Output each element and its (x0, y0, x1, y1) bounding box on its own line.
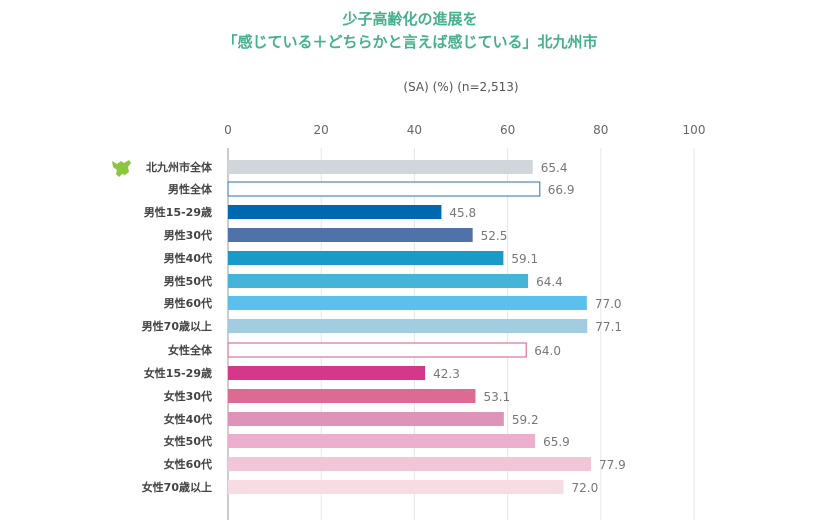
category-label: 女性70歳以上 (142, 480, 212, 494)
x-tick-label: 20 (314, 123, 329, 137)
bar (228, 205, 442, 219)
category-label: 男性60代 (164, 296, 212, 310)
category-label: 男性50代 (164, 274, 212, 288)
category-label: 女性30代 (164, 389, 212, 403)
data-label: 64.4 (536, 275, 563, 289)
x-tick-label: 40 (407, 123, 422, 137)
category-label: 女性60代 (164, 457, 212, 471)
x-tick-label: 60 (500, 123, 515, 137)
bar (228, 228, 473, 242)
data-label: 65.4 (541, 161, 568, 175)
bar (227, 181, 541, 197)
category-label: 女性50代 (164, 434, 212, 448)
title-line-1: 少子高齢化の進展を (342, 10, 478, 28)
data-label: 66.9 (548, 183, 575, 197)
data-label: 59.2 (512, 413, 539, 427)
data-label: 77.0 (595, 297, 622, 311)
chart-title: 少子高齢化の進展を 「感じている＋どちらかと言えば感じている」北九州市 (0, 8, 820, 54)
data-label: 64.0 (534, 344, 561, 358)
category-label: 男性30代 (164, 228, 212, 242)
x-tick-label: 80 (593, 123, 608, 137)
bar (228, 274, 529, 288)
bar (228, 160, 533, 174)
data-label: 45.8 (449, 206, 476, 220)
bar (228, 480, 564, 494)
data-label: 53.1 (483, 390, 510, 404)
data-label: 59.1 (511, 252, 538, 266)
title-line-2: 「感じている＋どちらかと言えば感じている」北九州市 (222, 33, 598, 51)
x-tick-label: 0 (224, 123, 232, 137)
category-label: 女性全体 (168, 343, 213, 357)
bar (228, 434, 536, 448)
bar (228, 251, 504, 265)
kitakyushu-map-icon (112, 160, 131, 177)
category-label: 女性15-29歳 (144, 366, 212, 380)
bar (227, 342, 527, 358)
bar (228, 389, 476, 403)
bar (228, 457, 592, 471)
category-label: 北九州市全体 (146, 160, 213, 174)
bar (228, 412, 504, 426)
data-label: 77.1 (595, 320, 622, 334)
category-label: 男性全体 (168, 182, 213, 196)
bar (228, 296, 587, 310)
data-label: 65.9 (543, 435, 570, 449)
data-label: 52.5 (481, 229, 508, 243)
category-label: 女性40代 (164, 412, 212, 426)
bar (228, 366, 426, 380)
data-label: 77.9 (599, 458, 626, 472)
data-label: 42.3 (433, 367, 460, 381)
chart-subtitle: (SA) (%) (n=2,513) (403, 80, 519, 94)
x-tick-label: 100 (683, 123, 706, 137)
category-label: 男性40代 (164, 251, 212, 265)
data-label: 72.0 (572, 481, 599, 495)
category-label: 男性70歳以上 (142, 319, 212, 333)
bar (228, 319, 588, 333)
category-label: 男性15-29歳 (144, 205, 212, 219)
